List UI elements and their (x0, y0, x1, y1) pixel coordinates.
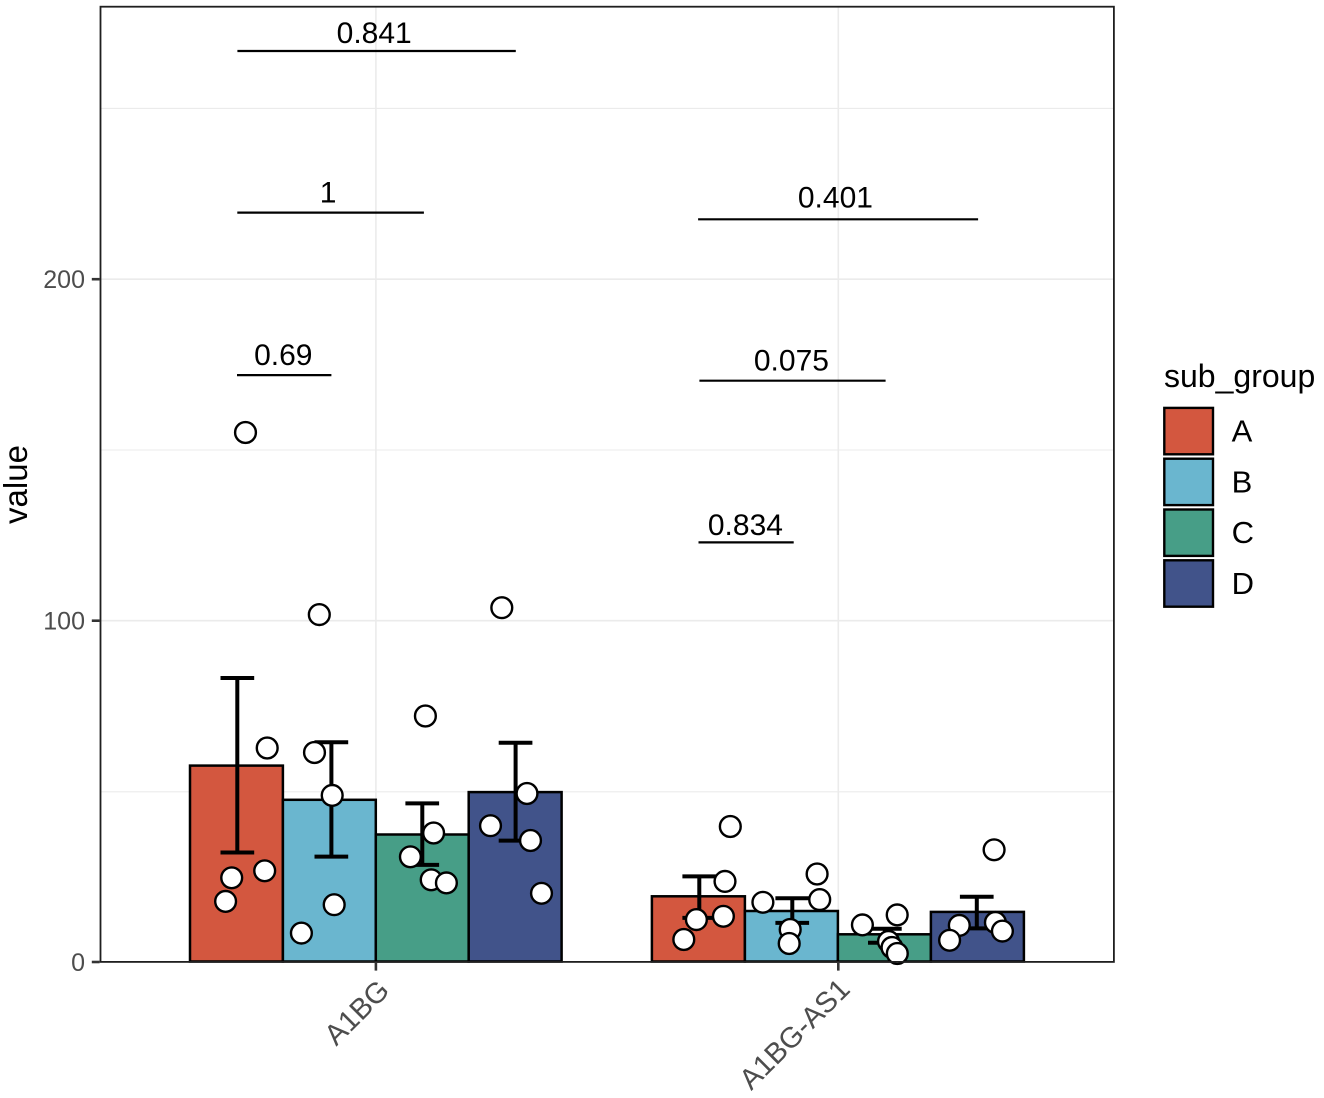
svg-text:0.834: 0.834 (708, 509, 783, 542)
svg-text:1: 1 (320, 176, 337, 209)
svg-text:0.401: 0.401 (798, 182, 873, 215)
svg-text:100: 100 (43, 608, 85, 636)
svg-text:0: 0 (71, 949, 85, 977)
svg-text:sub_group: sub_group (1164, 358, 1315, 394)
svg-text:B: B (1232, 464, 1253, 499)
svg-text:200: 200 (43, 266, 85, 294)
svg-text:C: C (1232, 515, 1254, 550)
svg-text:D: D (1232, 566, 1254, 601)
svg-text:A: A (1232, 414, 1253, 449)
svg-text:0.69: 0.69 (254, 339, 312, 372)
svg-text:0.841: 0.841 (337, 17, 412, 50)
svg-text:value: value (0, 445, 34, 524)
svg-text:0.075: 0.075 (754, 344, 829, 377)
